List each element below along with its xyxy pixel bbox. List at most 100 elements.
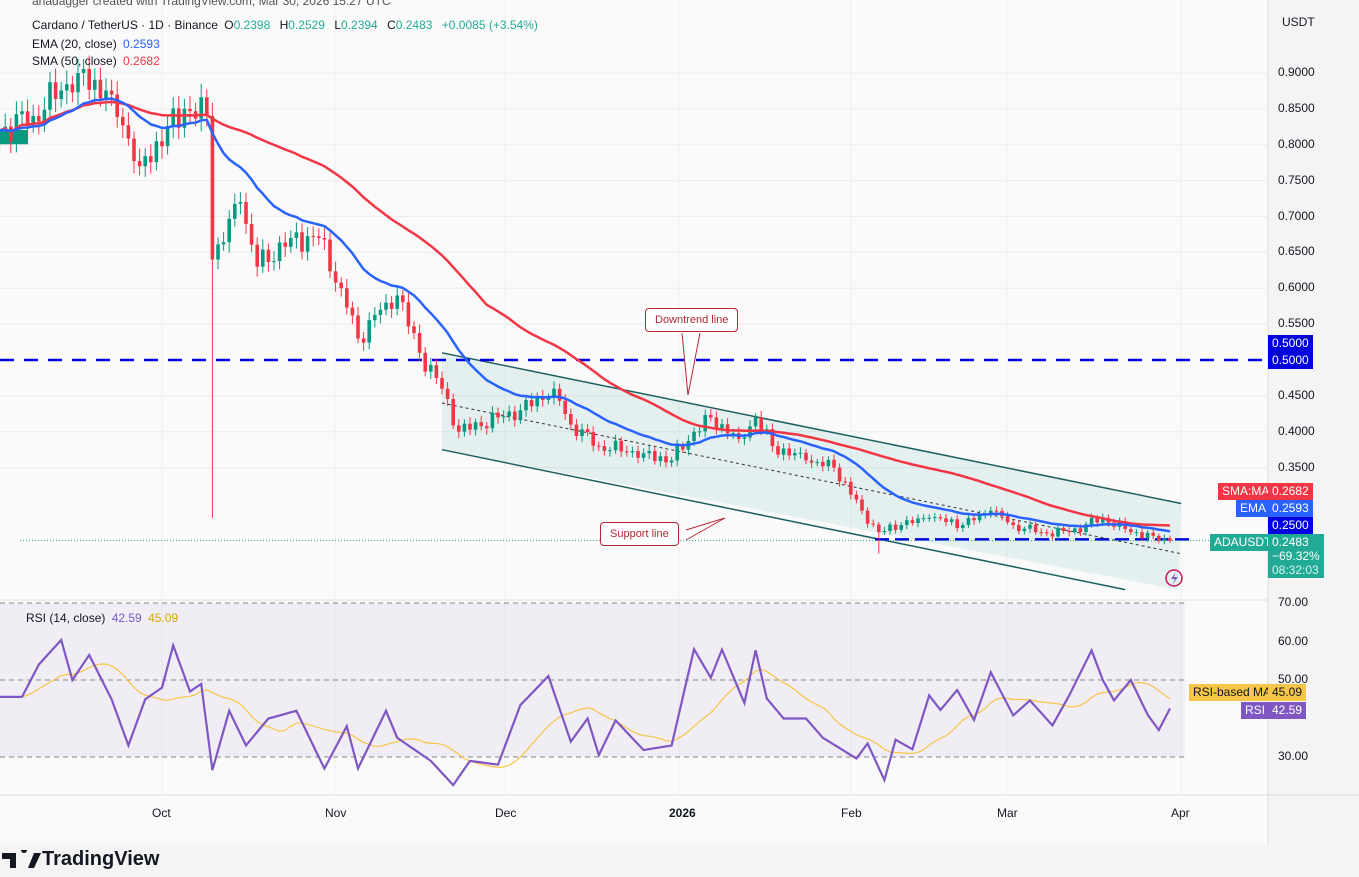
candle-body (233, 203, 237, 219)
candle-body (221, 242, 226, 245)
candle-body (87, 69, 91, 90)
candle-body (227, 218, 231, 243)
candle-body (65, 84, 69, 91)
candle-body (669, 460, 674, 463)
candle-body (244, 202, 248, 224)
candle-body (989, 510, 993, 514)
candle-body (944, 518, 948, 523)
price-tick: 0.3500 (1278, 459, 1315, 474)
candle-body (311, 236, 315, 238)
candle-body (703, 414, 707, 432)
candle-body (361, 338, 366, 343)
time-tick: Dec (495, 806, 517, 820)
price-tick: 0.4500 (1278, 387, 1315, 402)
candle-body (625, 451, 629, 453)
candle-body (1084, 524, 1088, 533)
candle-body (921, 518, 926, 520)
candle-body (378, 309, 383, 315)
candle-body (860, 499, 864, 511)
candle-body (339, 282, 343, 289)
symbol-legend[interactable]: Cardano / TetherUS · 1D · Binance O0.239… (32, 18, 541, 32)
candle-body (793, 453, 797, 456)
candle-body (725, 424, 730, 434)
candle-body (1005, 516, 1010, 523)
downtrend-callout[interactable]: Downtrend line (645, 308, 739, 332)
candle-body (261, 249, 265, 267)
support-callout[interactable]: Support line (600, 522, 679, 546)
ohlc-open: O0.2398 (224, 18, 271, 32)
candle-body (328, 239, 332, 272)
candle-body (658, 456, 663, 461)
candle-body (837, 467, 842, 482)
candle-body (591, 432, 595, 446)
candle-body (720, 424, 724, 429)
ema-tag: 0.2593 (1268, 500, 1313, 517)
candle-body (636, 451, 640, 458)
candle-body (552, 388, 556, 398)
candle-body (356, 315, 360, 339)
candle-body (429, 364, 433, 372)
rsi-legend[interactable]: RSI (14, close) 42.59 45.09 (26, 611, 179, 625)
price-tick: 0.6000 (1278, 280, 1315, 295)
candle-body (171, 108, 175, 126)
candle-body (451, 399, 455, 426)
candle-body (557, 388, 562, 401)
candle-body (1073, 528, 1077, 533)
candle-body (305, 236, 310, 252)
candle-body (1157, 535, 1161, 541)
candle-body (630, 451, 635, 453)
candle-body (776, 446, 780, 455)
candle-body (294, 232, 299, 239)
candle-body (317, 236, 321, 239)
rsi-tag: 42.59 (1268, 702, 1307, 719)
candle-body (440, 377, 444, 389)
candle-body (1129, 529, 1133, 533)
candle-body (949, 519, 954, 523)
candle-body (417, 333, 422, 353)
candle-body (121, 116, 125, 126)
candle-body (1011, 522, 1015, 526)
candle-body (966, 517, 971, 526)
candle-body (53, 82, 58, 100)
candle-body (994, 510, 999, 512)
candle-body (877, 524, 881, 533)
candle-body (580, 429, 584, 436)
candle-body (781, 448, 786, 455)
candle-body (501, 416, 506, 418)
candle-body (457, 425, 461, 432)
tradingview-logo[interactable]: TradingView (2, 848, 159, 871)
candle-body (462, 423, 467, 432)
candle-body (709, 414, 713, 418)
candle-body (832, 459, 836, 468)
price-unit: USDT (1282, 15, 1315, 29)
candle-body (977, 514, 982, 521)
candle-body (406, 302, 411, 327)
candle-body (602, 446, 607, 451)
brand-name: TradingView (42, 848, 160, 870)
lightning-icon[interactable] (1165, 569, 1183, 587)
candle-body (815, 461, 819, 463)
candle-body (938, 517, 943, 519)
candle-body (59, 90, 63, 100)
ohlc-low: L0.2394 (334, 18, 378, 32)
candle-body (177, 108, 181, 128)
candle-body (1067, 531, 1071, 533)
candle-body (434, 364, 439, 378)
candle-body (48, 82, 52, 110)
candle-body (367, 320, 371, 343)
candle-body (238, 202, 243, 204)
candle-body (675, 445, 679, 461)
candle-body (849, 481, 853, 495)
candle-body (513, 411, 517, 421)
candle-body (692, 431, 696, 441)
candle-body (854, 494, 859, 500)
ema-legend[interactable]: EMA (20, close) 0.2593 (32, 37, 160, 51)
candle-body (961, 525, 965, 529)
candle-body (132, 138, 136, 162)
candle-body (1050, 533, 1055, 537)
sma-legend[interactable]: SMA (50, close) 0.2682 (32, 54, 160, 68)
candle-body (714, 417, 719, 429)
candle-body (821, 461, 825, 467)
candle-body (529, 400, 534, 407)
